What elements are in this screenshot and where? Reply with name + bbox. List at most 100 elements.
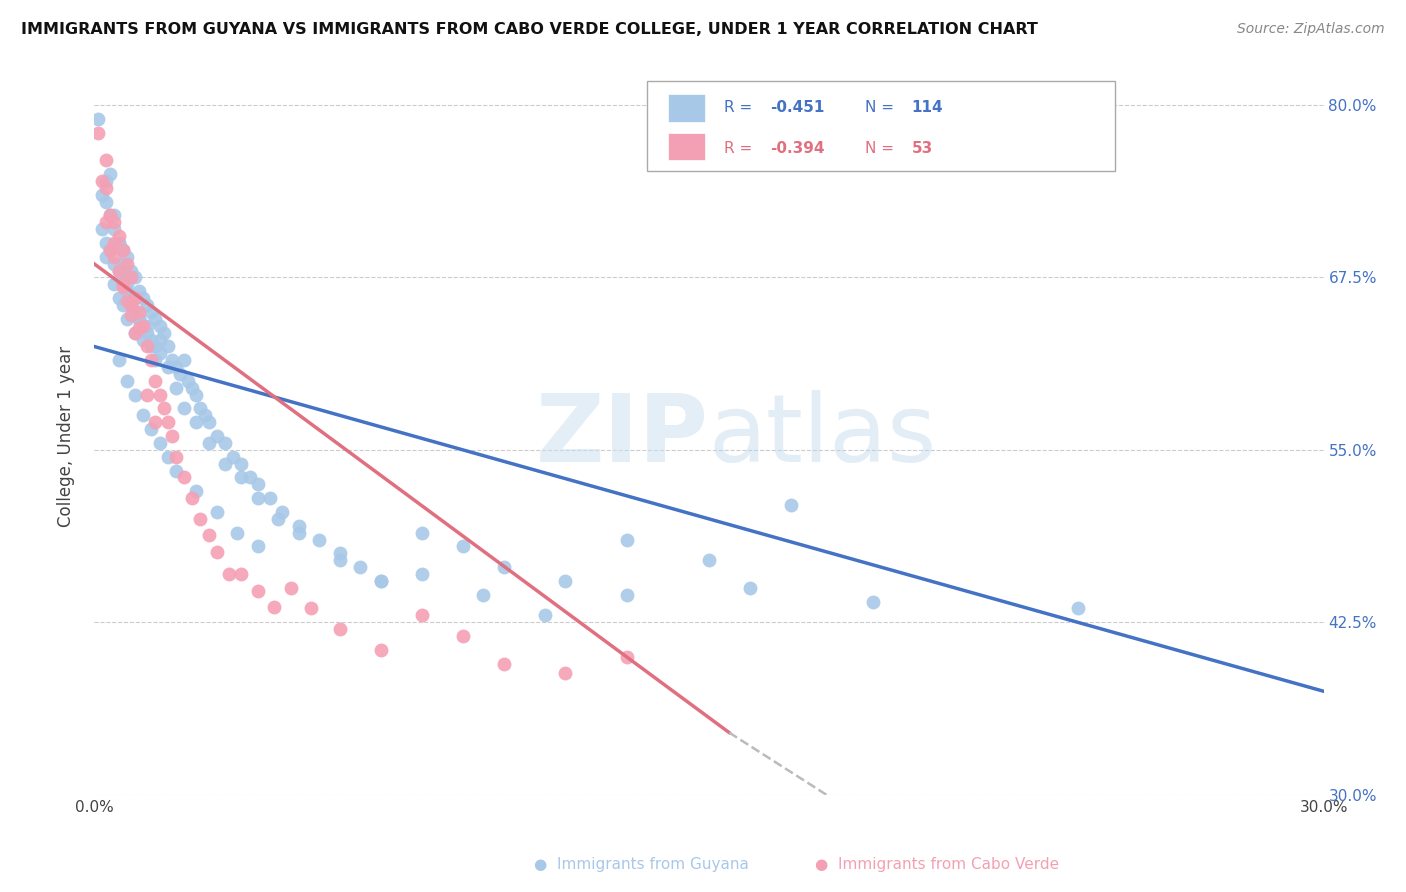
Point bbox=[128, 305, 150, 319]
Point bbox=[492, 657, 515, 671]
Point bbox=[87, 112, 110, 126]
Point bbox=[115, 293, 138, 308]
Point bbox=[115, 250, 138, 264]
Point bbox=[554, 666, 576, 681]
Point bbox=[246, 477, 269, 491]
Point bbox=[181, 381, 204, 395]
Point bbox=[124, 291, 146, 305]
Point bbox=[136, 339, 159, 353]
Point bbox=[218, 567, 240, 582]
Text: 114: 114 bbox=[911, 100, 943, 115]
Point bbox=[173, 353, 195, 368]
Point bbox=[411, 567, 433, 582]
Point bbox=[259, 491, 281, 505]
Point bbox=[329, 553, 352, 567]
Point bbox=[115, 374, 138, 388]
Point bbox=[136, 318, 159, 333]
Point bbox=[156, 450, 179, 464]
Point bbox=[141, 353, 163, 368]
Point bbox=[91, 187, 114, 202]
Point bbox=[120, 291, 142, 305]
Text: R =: R = bbox=[724, 100, 756, 115]
Point bbox=[370, 574, 392, 588]
Point bbox=[107, 263, 129, 277]
Point bbox=[288, 525, 311, 540]
Text: atlas: atlas bbox=[709, 390, 936, 482]
Point bbox=[186, 387, 208, 401]
Point bbox=[148, 387, 170, 401]
Point bbox=[197, 528, 219, 542]
Point bbox=[145, 311, 167, 326]
Point bbox=[205, 545, 228, 559]
Point bbox=[111, 298, 134, 312]
Point bbox=[96, 174, 118, 188]
Point bbox=[124, 305, 146, 319]
Point bbox=[115, 257, 138, 271]
Point bbox=[136, 326, 159, 340]
Point bbox=[165, 450, 187, 464]
Point bbox=[103, 235, 125, 250]
Point bbox=[124, 291, 146, 305]
Point bbox=[181, 491, 204, 505]
Point bbox=[124, 270, 146, 285]
Point bbox=[246, 491, 269, 505]
Point bbox=[115, 311, 138, 326]
Point bbox=[132, 333, 155, 347]
Point bbox=[124, 326, 146, 340]
Point bbox=[120, 298, 142, 312]
Point bbox=[308, 533, 330, 547]
Point bbox=[132, 318, 155, 333]
Point bbox=[124, 326, 146, 340]
Point bbox=[156, 339, 179, 353]
Text: -0.451: -0.451 bbox=[770, 100, 824, 115]
Point bbox=[111, 280, 134, 294]
Point bbox=[96, 235, 118, 250]
Text: R =: R = bbox=[724, 142, 756, 156]
Point bbox=[103, 257, 125, 271]
Point bbox=[103, 215, 125, 229]
Point bbox=[197, 415, 219, 429]
Point bbox=[231, 457, 253, 471]
Point bbox=[205, 505, 228, 519]
Point bbox=[111, 277, 134, 292]
Text: -0.394: -0.394 bbox=[770, 142, 825, 156]
Y-axis label: College, Under 1 year: College, Under 1 year bbox=[58, 345, 75, 526]
Point bbox=[107, 229, 129, 244]
Text: ●  Immigrants from Guyana: ● Immigrants from Guyana bbox=[534, 857, 749, 872]
Point bbox=[411, 608, 433, 623]
Point bbox=[451, 629, 474, 643]
Point bbox=[107, 235, 129, 250]
Point bbox=[107, 353, 129, 368]
Point bbox=[141, 339, 163, 353]
Point bbox=[124, 387, 146, 401]
Point bbox=[107, 291, 129, 305]
Point bbox=[96, 215, 118, 229]
Point bbox=[98, 243, 121, 257]
Point bbox=[779, 498, 801, 512]
Point bbox=[349, 560, 371, 574]
Point bbox=[156, 360, 179, 375]
Point bbox=[186, 415, 208, 429]
Point bbox=[136, 387, 159, 401]
Point bbox=[103, 277, 125, 292]
Point bbox=[98, 208, 121, 222]
Point bbox=[145, 339, 167, 353]
Point bbox=[152, 401, 174, 416]
Text: 53: 53 bbox=[911, 142, 934, 156]
Point bbox=[214, 457, 236, 471]
Point bbox=[222, 450, 245, 464]
Point bbox=[111, 243, 134, 257]
Point bbox=[128, 321, 150, 335]
Point bbox=[533, 608, 555, 623]
Point bbox=[554, 574, 576, 588]
Text: IMMIGRANTS FROM GUYANA VS IMMIGRANTS FROM CABO VERDE COLLEGE, UNDER 1 YEAR CORRE: IMMIGRANTS FROM GUYANA VS IMMIGRANTS FRO… bbox=[21, 22, 1038, 37]
Point bbox=[115, 277, 138, 292]
Point bbox=[160, 429, 183, 443]
Point bbox=[156, 415, 179, 429]
Point bbox=[194, 409, 217, 423]
FancyBboxPatch shape bbox=[647, 81, 1115, 170]
Point bbox=[280, 581, 302, 595]
Point bbox=[96, 250, 118, 264]
Point bbox=[862, 594, 884, 608]
Point bbox=[370, 574, 392, 588]
